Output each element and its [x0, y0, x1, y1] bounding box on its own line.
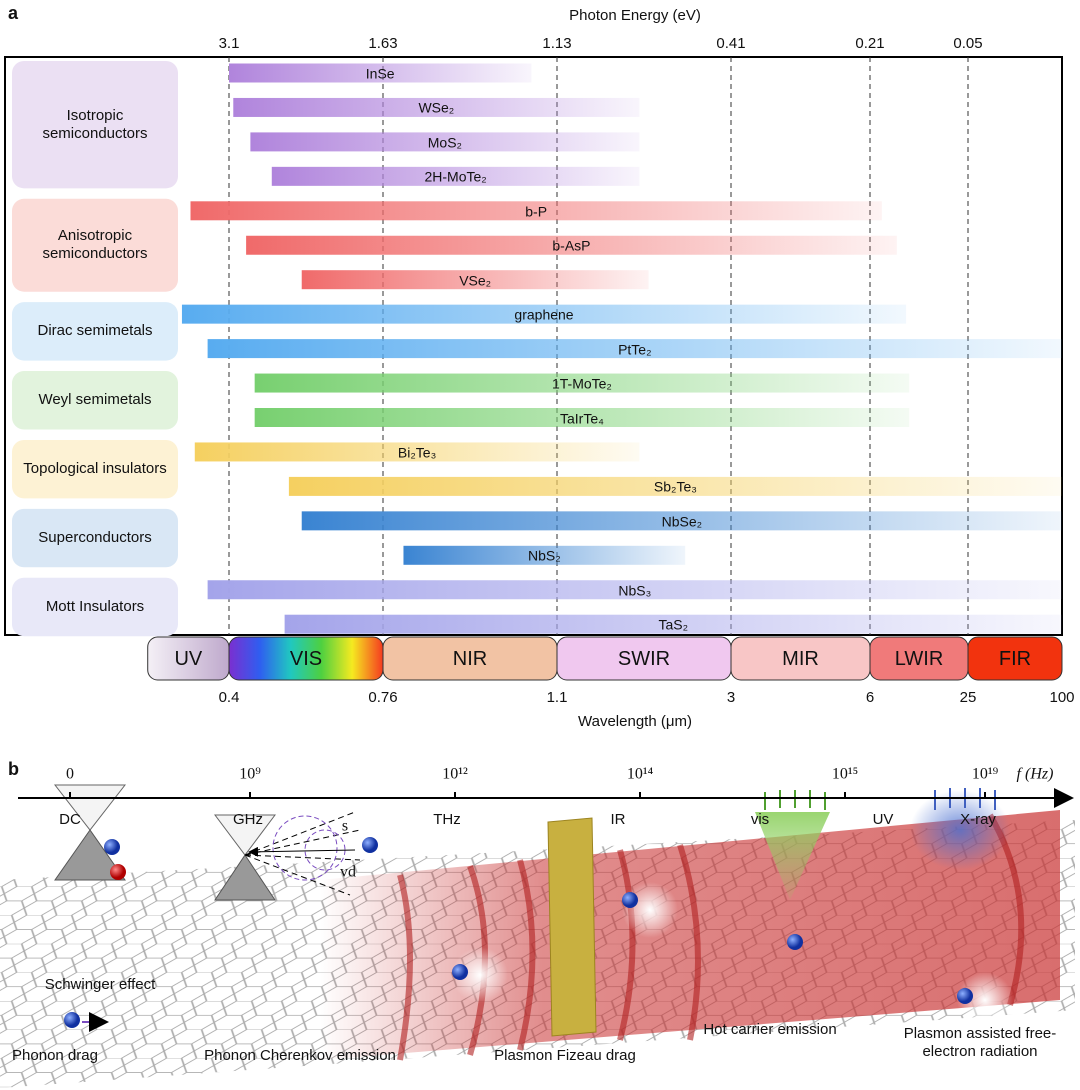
material-label: b-AsP — [552, 237, 591, 254]
material-label: 2H-MoTe₂ — [424, 168, 487, 185]
x-tick-label: 100 — [1049, 689, 1075, 706]
illustration — [0, 784, 1075, 1088]
top-tick-label: 0.41 — [716, 35, 746, 52]
band-label: FIR — [998, 648, 1032, 670]
region-label: UV — [872, 811, 894, 828]
range-bar — [288, 476, 1062, 496]
material-label: TaS₂ — [658, 616, 689, 633]
range-bar — [207, 580, 1063, 600]
x-tick-label: 0.76 — [368, 689, 398, 706]
material-label: TaIrTe₄ — [560, 410, 604, 427]
range-bar — [181, 304, 907, 324]
range-bar — [229, 63, 532, 83]
material-label: PtTe₂ — [618, 341, 652, 358]
x-tick-label: 6 — [865, 689, 875, 706]
group-label: Dirac semimetals — [37, 322, 153, 340]
material-label: InSe — [365, 65, 395, 82]
panel-label: b — [8, 759, 19, 780]
frequency-tick-label: 10⁹ — [239, 765, 261, 783]
material-label: NbS₃ — [618, 582, 652, 599]
range-bar — [250, 132, 640, 152]
region-label: X-ray — [960, 811, 996, 828]
group-label: Isotropic semiconductors — [42, 106, 148, 142]
group-label: Anisotropic semiconductors — [42, 227, 148, 263]
frequency-tick-label: 10¹⁴ — [626, 765, 654, 783]
region-label: DC — [59, 811, 81, 828]
effect-label: Phonon Cherenkov emission — [204, 1047, 396, 1064]
range-bar — [301, 511, 1062, 531]
range-bar — [194, 442, 640, 462]
region-label: vis — [750, 811, 770, 828]
group-label: Topological insulators — [23, 460, 167, 478]
material-label: Bi₂Te₃ — [397, 444, 437, 461]
group-label: Mott Insulators — [45, 597, 145, 615]
range-bar — [246, 235, 897, 255]
range-bar — [284, 614, 1063, 634]
effect-label: Schwinger effect — [44, 976, 156, 993]
band-label: VIS — [289, 648, 323, 670]
frequency-tick-label: 10¹⁹ — [971, 765, 999, 783]
material-label: WSe₂ — [418, 100, 455, 117]
range-bar — [271, 166, 640, 186]
x-tick-label: 3 — [726, 689, 736, 706]
frequency-tick-label: 0 — [66, 765, 74, 783]
band-label: UV — [174, 648, 203, 670]
top-tick-label: 1.63 — [368, 35, 398, 52]
effect-label: Phonon drag — [12, 1047, 98, 1064]
band-label: SWIR — [617, 648, 671, 670]
range-bar — [190, 201, 882, 221]
region-label: IR — [610, 811, 626, 828]
axis-unit: f (Hz) — [1016, 765, 1054, 783]
range-bar — [207, 339, 1063, 359]
range-bar — [254, 373, 910, 393]
range-bar — [301, 270, 649, 290]
group-box — [12, 439, 178, 499]
x-axis-title: Wavelength (μm) — [578, 713, 692, 730]
group-box — [12, 371, 178, 430]
frequency-tick-label: 10¹² — [442, 765, 468, 783]
group-label: Weyl semimetals — [38, 391, 152, 409]
x-tick-label: 25 — [959, 689, 977, 706]
material-label: NbSe₂ — [661, 513, 703, 530]
group-box — [12, 577, 178, 637]
effect-label: Hot carrier emission — [703, 1021, 837, 1038]
band-label: MIR — [782, 648, 819, 670]
effect-label: Plasmon Fizeau drag — [494, 1047, 636, 1064]
top-tick-label: 3.1 — [218, 35, 240, 52]
vector-label: vd — [340, 863, 356, 881]
top-tick-label: 0.05 — [953, 35, 983, 52]
panel-label: a — [8, 3, 19, 24]
vector-label: s — [341, 817, 349, 835]
group-box — [12, 61, 178, 189]
region-label: THz — [433, 811, 461, 828]
material-label: graphene — [514, 306, 574, 323]
top-axis-title: Photon Energy (eV) — [569, 7, 701, 24]
material-label: NbS₂ — [527, 547, 561, 564]
range-bar — [254, 408, 910, 427]
top-tick-label: 1.13 — [542, 35, 572, 52]
material-label: Sb₂Te₃ — [653, 478, 697, 495]
x-tick-label: 1.1 — [546, 689, 568, 706]
spectrum-band — [967, 636, 1063, 681]
band-label: LWIR — [894, 648, 944, 670]
material-label: VSe₂ — [459, 272, 492, 289]
effect-label: Plasmon assisted free-electron radiation — [903, 1025, 1057, 1060]
group-box — [12, 198, 178, 292]
x-tick-label: 0.4 — [218, 689, 240, 706]
top-tick-label: 0.21 — [855, 35, 885, 52]
material-label: MoS₂ — [427, 134, 463, 151]
group-box — [12, 302, 178, 361]
range-bar — [233, 97, 640, 117]
region-label: GHz — [233, 811, 263, 828]
material-label: 1T-MoTe₂ — [551, 375, 612, 392]
range-bar — [403, 545, 686, 565]
group-label: Superconductors — [38, 529, 152, 547]
band-label: NIR — [452, 648, 488, 670]
group-box — [12, 508, 178, 568]
frequency-tick-label: 10¹⁵ — [831, 765, 859, 783]
material-label: b-P — [525, 203, 548, 220]
